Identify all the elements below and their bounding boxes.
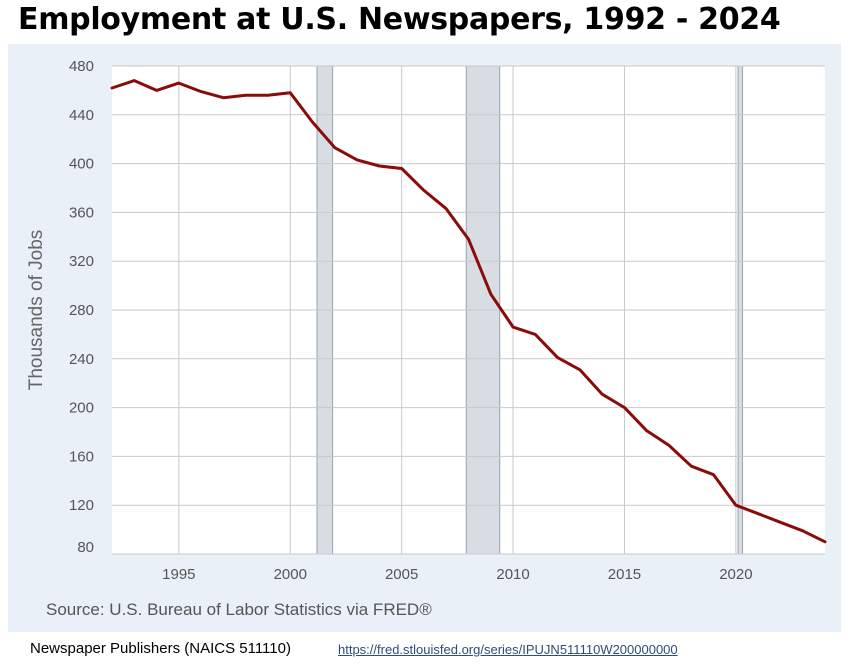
- chart-panel: 80 120 160 200 240 280 320 360 400 440 480 1995 200…: [8, 44, 841, 632]
- line-chart: 80 120 160 200 240 280 320 360 400 440 480 1995 200…: [26, 58, 827, 583]
- y-tick-label-200: 200: [69, 400, 94, 417]
- source-note: Source: U.S. Bureau of Labor Statistics …: [46, 600, 432, 619]
- y-tick-label-120: 120: [69, 497, 94, 514]
- gridlines: [112, 65, 825, 555]
- x-tick-label-2010: 2010: [496, 566, 529, 583]
- y-tick-label-160: 160: [69, 448, 94, 465]
- x-tick-label-1995: 1995: [162, 566, 195, 583]
- x-tick-labels: 1995 2000 2005 2010 2015 2020: [162, 566, 752, 583]
- series-line-0: [110, 79, 827, 544]
- y-tick-label-280: 280: [69, 302, 94, 319]
- page-title: Employment at U.S. Newspapers, 1992 - 20…: [18, 2, 781, 37]
- y-tick-label-320: 320: [69, 253, 94, 270]
- y-axis-label: Thousands of Jobs: [26, 230, 47, 391]
- series-name: Newspaper Publishers (NAICS 511110): [30, 640, 291, 657]
- y-tick-label-440: 440: [69, 107, 94, 124]
- y-tick-label-240: 240: [69, 351, 94, 368]
- x-tick-label-2000: 2000: [274, 566, 307, 583]
- x-tick-label-2015: 2015: [608, 566, 641, 583]
- y-tick-label-80: 80: [77, 539, 94, 556]
- x-tick-label-2005: 2005: [385, 566, 418, 583]
- x-tick-label-2020: 2020: [719, 566, 752, 583]
- fred-series-link[interactable]: https://fred.stlouisfed.org/series/IPUJN…: [338, 642, 678, 657]
- series-layer: [110, 79, 827, 544]
- y-tick-label-400: 400: [69, 156, 94, 173]
- y-tick-labels: 80 120 160 200 240 280 320 360 400 440 480: [69, 58, 94, 556]
- y-tick-label-360: 360: [69, 204, 94, 221]
- y-tick-label-480: 480: [69, 58, 94, 75]
